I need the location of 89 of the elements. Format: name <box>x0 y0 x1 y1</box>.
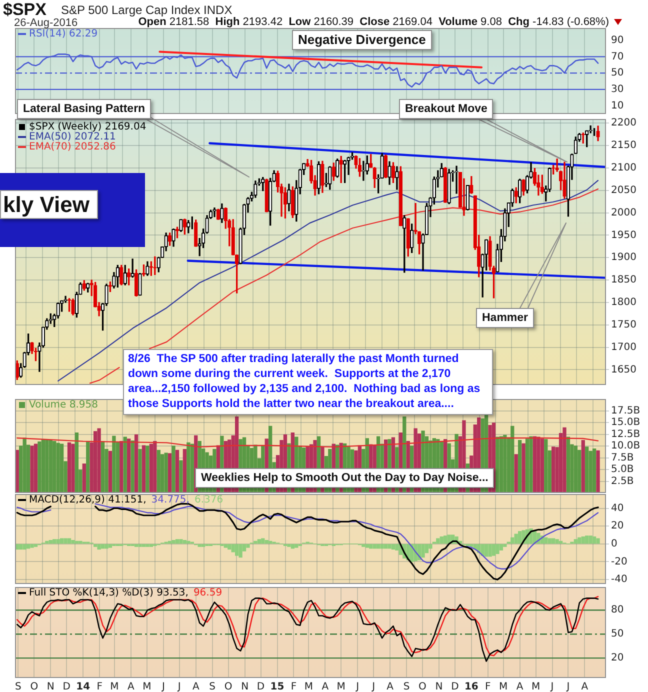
annotation: Breakout Move <box>399 99 494 119</box>
y-tick-label: 2100 <box>611 162 636 174</box>
y-tick-label: 17.5B <box>611 405 640 416</box>
y-tick-label: 2200 <box>611 118 636 129</box>
y-tick-label: 50 <box>611 628 624 640</box>
x-tick-label: N <box>241 682 249 692</box>
y-tick-label: 15.0B <box>611 417 640 428</box>
x-tick-label: S <box>403 682 410 692</box>
y-tick-label: 80 <box>611 604 624 616</box>
x-tick-label: D <box>256 682 265 692</box>
annotation: Negative Divergence <box>292 30 432 50</box>
annotation: Weeklies Help to Smooth Out the Day to Day Noise... <box>195 468 494 488</box>
y-tick-label: -40 <box>611 574 628 586</box>
annotation: Lateral Basing Pattern <box>17 99 152 119</box>
annotation: kly View <box>0 190 98 219</box>
x-tick-label: 14 <box>76 682 90 692</box>
x-tick-label: J <box>160 682 165 692</box>
series-label: 96.59 <box>193 588 222 599</box>
x-tick-label: D <box>451 682 460 692</box>
x-tick-label: M <box>499 682 508 692</box>
annotation: 8/26 The SP 500 after trading laterally the past Month turned down some during the current week. Supports at the 2,170 area...2,150 followed by 2,135 and 2,100. Nothing bad as long as those Supports hold the latter two near the breakout area.... <box>123 349 493 415</box>
y-tick-label: 1850 <box>611 274 636 286</box>
text: 6.376 <box>194 494 224 506</box>
y-tick-label: 2.5B <box>611 476 634 487</box>
x-tick-label: S <box>15 682 22 692</box>
x-tick-label: A <box>386 682 394 692</box>
x-tick-label: M <box>304 682 313 692</box>
text: Open 2181.58 High 2193.42 Low 2160.39 Close 2169.04 Volume 9.08 Chg -14.83 (-0.68%) <box>138 16 609 28</box>
x-tick-label: A <box>322 682 329 692</box>
y-tick-label: 5.0B <box>611 464 634 476</box>
y-tick-label: 7.5B <box>611 452 634 464</box>
x-tick-label: O <box>30 682 38 692</box>
y-tick-label: 2150 <box>611 140 636 152</box>
x-tick-label: J <box>355 682 360 692</box>
y-tick-label: 1900 <box>611 252 636 264</box>
y-tick-label: 10.0B <box>611 440 640 452</box>
x-tick-label: F <box>96 682 103 692</box>
x-tick-label: N <box>435 682 443 692</box>
y-tick-label: 70 <box>611 51 624 62</box>
x-tick-label: F <box>290 682 297 692</box>
legend-label: Full STO %K(14,3) %D(3) 93.53, <box>29 588 188 599</box>
x-tick-label: J <box>550 682 554 692</box>
y-tick-label: -20 <box>611 556 628 568</box>
x-tick-label: M <box>531 682 540 692</box>
x-tick-label: 16 <box>464 682 478 692</box>
x-tick-label: A <box>516 682 524 692</box>
y-tick-label: 20 <box>611 520 624 532</box>
y-tick-label: 12.5B <box>611 428 640 440</box>
x-tick-label: S <box>209 682 216 692</box>
x-tick-label: A <box>581 682 588 692</box>
chart-subtitle: S&P 500 Large Cap Index INDX <box>61 3 232 17</box>
y-tick-label: 50 <box>611 68 624 79</box>
legend-label: EMA(70) 2052.86 <box>29 142 116 153</box>
y-tick-label: 30 <box>611 84 624 96</box>
x-tick-label: J <box>371 682 376 692</box>
y-tick-label: 1700 <box>611 342 636 353</box>
y-tick-label: 1750 <box>611 319 636 330</box>
legend-label: EMA(50) 2072.11 <box>29 132 116 143</box>
legend-label: MACD(12,26,9) 41.151, <box>29 494 146 506</box>
x-tick-label: M <box>336 682 346 692</box>
y-tick-label: 0 <box>611 538 618 550</box>
x-tick-label: M <box>142 682 152 692</box>
x-tick-label: M <box>110 682 119 692</box>
y-tick-label: 40 <box>611 502 624 514</box>
y-tick-label: 10 <box>611 100 624 112</box>
y-tick-label: 20 <box>611 652 624 664</box>
x-tick-label: J <box>566 682 570 692</box>
y-tick-label: 2000 <box>611 207 636 218</box>
legend-label: RSI(14) 62.29 <box>29 28 98 40</box>
x-tick-label: A <box>192 682 200 692</box>
x-tick-label: N <box>46 682 54 692</box>
x-tick-label: F <box>485 682 492 692</box>
y-tick-label: 1950 <box>611 230 636 241</box>
x-tick-label: 15 <box>270 682 284 692</box>
y-tick-label: 90 <box>611 34 624 46</box>
y-tick-label: 2050 <box>611 184 636 196</box>
x-tick-label: O <box>224 682 232 692</box>
x-tick-label: J <box>176 682 181 692</box>
legend-label: $SPX (Weekly) 2169.04 <box>29 122 146 133</box>
annotation: 26-Aug-2016 <box>14 17 78 29</box>
series-label: 34.775, <box>151 494 190 506</box>
y-tick-label: 1650 <box>611 364 636 376</box>
x-tick-label: O <box>418 682 427 692</box>
annotation: Hammer <box>476 308 534 328</box>
chart-title: $SPX <box>3 0 46 19</box>
x-tick-label: A <box>128 682 135 692</box>
legend-label: Volume 8.958 <box>29 400 98 411</box>
x-tick-label: D <box>62 682 71 692</box>
y-tick-label: 1800 <box>611 297 636 308</box>
